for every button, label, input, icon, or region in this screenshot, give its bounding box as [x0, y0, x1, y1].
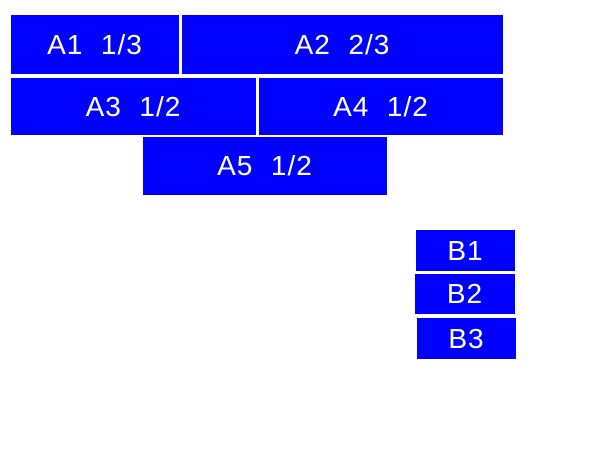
box-b2: B2 [415, 274, 515, 314]
box-a5: A5 1/2 [143, 137, 387, 195]
box-b3: B3 [417, 318, 516, 359]
box-a4: A4 1/2 [259, 78, 503, 135]
box-a2: A2 2/3 [182, 15, 503, 74]
box-a3: A3 1/2 [11, 78, 256, 135]
box-b1: B1 [416, 230, 515, 271]
box-a1: A1 1/3 [11, 15, 179, 74]
